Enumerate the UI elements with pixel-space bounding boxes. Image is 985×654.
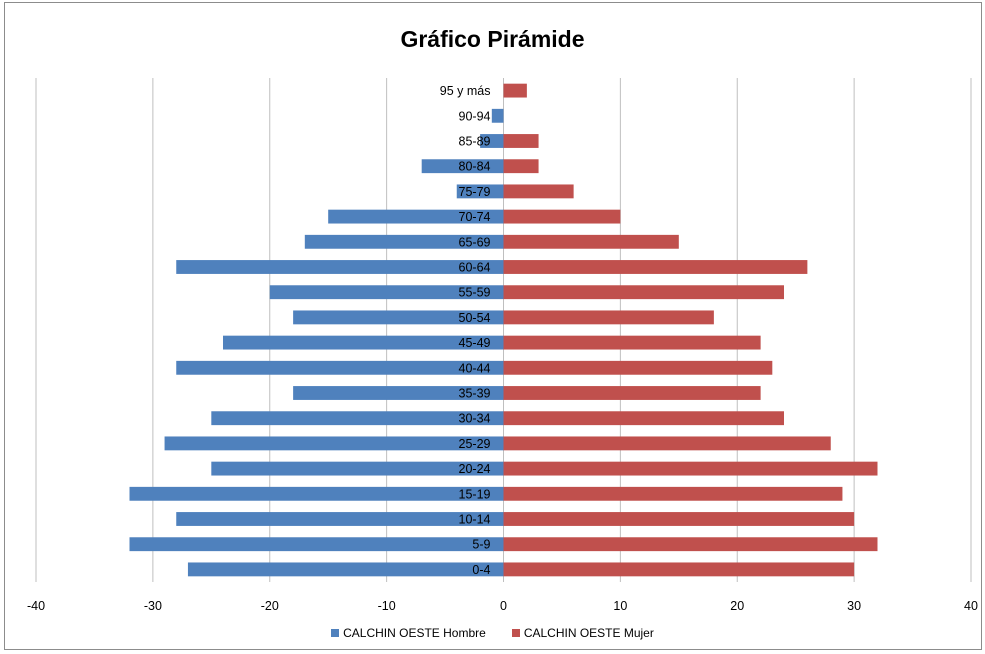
bar-hombre — [304, 234, 504, 249]
bar-mujer — [503, 436, 831, 451]
bar-hombre — [269, 285, 504, 300]
bar-hombre — [176, 360, 504, 375]
bar-mujer — [503, 83, 527, 98]
bar-hombre — [187, 562, 504, 577]
category-label: 45-49 — [459, 336, 491, 350]
bar-mujer — [503, 260, 808, 274]
legend-item-mujer: CALCHIN OESTE Mujer — [511, 626, 654, 640]
bar-hombre — [223, 335, 504, 350]
bar-mujer — [503, 159, 539, 174]
bar-mujer — [503, 411, 784, 426]
bar-mujer — [503, 461, 878, 476]
legend: CALCHIN OESTE Hombre CALCHIN OESTE Mujer — [0, 626, 985, 640]
category-label: 50-54 — [459, 311, 491, 325]
bar-mujer — [503, 486, 843, 501]
category-label: 20-24 — [459, 462, 491, 476]
bar-mujer — [503, 335, 761, 350]
x-tick-label: -30 — [144, 599, 162, 613]
category-label: 65-69 — [459, 235, 491, 249]
x-tick-label: 30 — [847, 599, 861, 613]
gridlines — [35, 78, 972, 582]
category-label: 70-74 — [459, 210, 491, 224]
category-label: 90-94 — [459, 109, 491, 123]
bar-mujer — [503, 386, 761, 400]
x-tick-label: 10 — [613, 599, 627, 613]
x-tick-label: -20 — [261, 599, 279, 613]
bar-hombre — [456, 184, 504, 199]
x-tick-label: -10 — [378, 599, 396, 613]
category-label: 0-4 — [472, 563, 490, 577]
bar-mujer — [503, 234, 679, 249]
x-tick-label: 20 — [730, 599, 744, 613]
category-label: 35-39 — [459, 387, 491, 401]
bar-hombre — [293, 310, 504, 325]
bar-hombre — [176, 260, 504, 274]
category-labels: 0-4 5-9 10-14 15-19 20-24 25-29 30-34 35-39 40-4… — [440, 84, 491, 577]
category-label: 55-59 — [459, 286, 491, 300]
bar-mujer — [503, 285, 784, 300]
legend-swatch-mujer — [511, 629, 520, 637]
legend-swatch-hombre — [331, 629, 340, 637]
bar-hombre — [491, 108, 504, 123]
bar-hombre — [129, 486, 504, 501]
category-label: 85-89 — [459, 135, 491, 149]
category-label: 60-64 — [459, 261, 491, 275]
chart-title: Gráfico Pirámide — [400, 26, 585, 52]
bar-hombre — [421, 159, 504, 174]
bar-mujer — [503, 512, 855, 526]
bar-hombre — [293, 386, 504, 400]
bar-hombre — [328, 209, 504, 224]
x-tick-label: 0 — [500, 599, 507, 613]
bar-mujer — [503, 360, 773, 375]
category-label: 40-44 — [459, 361, 491, 375]
bar-mujer — [503, 537, 878, 552]
category-label: 75-79 — [459, 185, 491, 199]
bar-mujer — [503, 209, 621, 224]
legend-item-hombre: CALCHIN OESTE Hombre — [331, 626, 486, 640]
bar-hombre — [164, 436, 504, 451]
legend-label-mujer: CALCHIN OESTE Mujer — [523, 626, 654, 640]
category-label: 95 y más — [440, 84, 491, 98]
bar-mujer — [503, 310, 714, 325]
bar-hombre — [129, 537, 504, 552]
bar-mujer — [503, 134, 539, 148]
category-label: 25-29 — [459, 437, 491, 451]
bar-hombre — [176, 512, 504, 526]
x-tick-label: -40 — [27, 599, 45, 613]
bar-hombre — [211, 411, 504, 426]
bar-hombre — [480, 134, 504, 148]
category-label: 80-84 — [459, 160, 491, 174]
x-tick-labels: -40 -30 -20 -10 0 10 20 30 40 — [27, 599, 978, 613]
bar-mujer — [503, 184, 574, 199]
category-label: 10-14 — [459, 513, 491, 527]
bars — [129, 83, 878, 577]
x-tick-label: 40 — [964, 599, 978, 613]
bar-hombre — [211, 461, 504, 476]
category-label: 30-34 — [459, 412, 491, 426]
category-label: 15-19 — [459, 487, 491, 501]
bar-mujer — [503, 562, 855, 577]
category-label: 5-9 — [472, 538, 490, 552]
legend-label-hombre: CALCHIN OESTE Hombre — [343, 626, 486, 640]
